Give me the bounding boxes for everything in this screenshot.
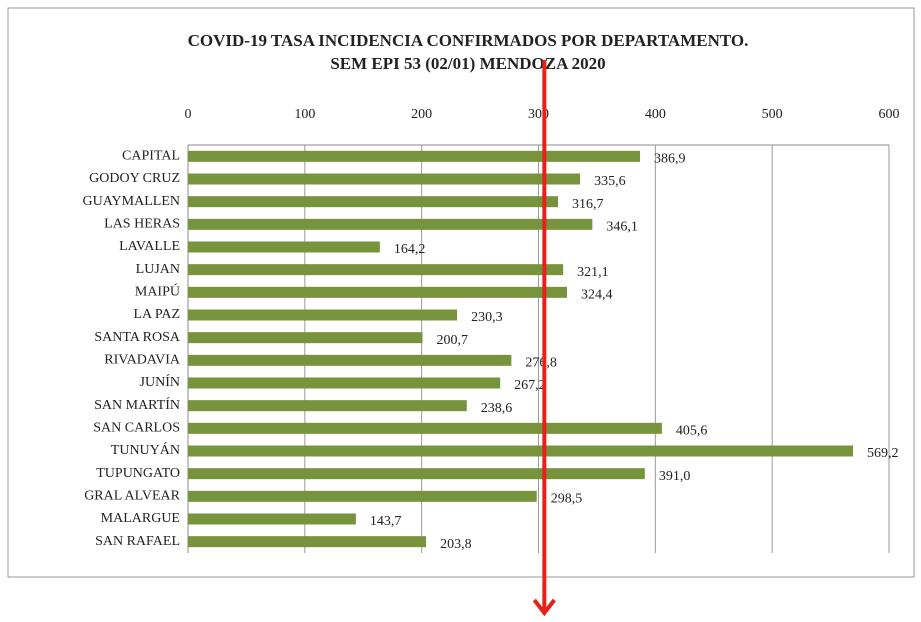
value-label: 230,3 <box>471 310 503 325</box>
value-label: 391,0 <box>659 469 691 484</box>
bar <box>188 196 559 208</box>
value-label: 405,6 <box>676 424 708 439</box>
value-label: 321,1 <box>577 265 609 280</box>
chart-title: COVID-19 TASA INCIDENCIA CONFIRMADOS POR… <box>188 31 749 50</box>
bar <box>188 264 564 276</box>
value-label: 200,7 <box>436 333 468 348</box>
value-label: 238,6 <box>481 401 513 416</box>
x-tick-label: 200 <box>411 107 432 122</box>
value-label: 203,8 <box>440 537 472 552</box>
bar <box>188 309 458 321</box>
x-tick-label: 600 <box>879 107 900 122</box>
bar <box>188 241 380 253</box>
y-tick-label: TUNUYÁN <box>111 441 180 458</box>
y-tick-label: LUJAN <box>136 262 180 277</box>
value-label: 324,4 <box>581 288 613 303</box>
bar <box>188 150 641 162</box>
y-tick-label: SANTA ROSA <box>94 330 181 345</box>
bar <box>188 513 356 525</box>
arrow-head <box>532 598 556 617</box>
bar <box>188 422 662 434</box>
x-tick-label: 0 <box>185 107 192 122</box>
y-tick-label: GUAYMALLEN <box>83 194 180 209</box>
y-tick-label: TUPUNGATO <box>96 466 180 481</box>
bar <box>188 286 568 298</box>
x-tick-label: 100 <box>294 107 315 122</box>
value-label: 316,7 <box>572 197 604 212</box>
y-tick-label: LAS HERAS <box>104 217 180 232</box>
bar <box>188 445 854 457</box>
x-tick-label: 500 <box>762 107 783 122</box>
value-label: 569,2 <box>867 446 899 461</box>
bar <box>188 536 427 548</box>
y-tick-label: SAN MARTÍN <box>94 396 180 413</box>
bar <box>188 490 537 502</box>
y-tick-label: LA PAZ <box>133 307 180 322</box>
value-label: 386,9 <box>654 152 686 167</box>
y-tick-label: JUNÍN <box>140 373 180 390</box>
value-label: 143,7 <box>370 514 402 529</box>
bar <box>188 218 593 230</box>
value-label: 276,8 <box>525 356 557 371</box>
y-tick-label: MAIPÚ <box>135 283 180 300</box>
y-tick-label: SAN CARLOS <box>93 421 180 436</box>
value-label: 335,6 <box>594 174 626 189</box>
bar <box>188 173 581 185</box>
y-tick-label: MALARGUE <box>101 511 180 526</box>
value-label: 267,2 <box>514 378 546 393</box>
bar <box>188 354 512 366</box>
bar <box>188 468 645 480</box>
y-tick-label: SAN RAFAEL <box>95 534 180 549</box>
y-tick-label: RIVADAVIA <box>104 353 181 368</box>
y-tick-label: LAVALLE <box>119 239 180 254</box>
value-label: 346,1 <box>606 220 638 235</box>
bar <box>188 377 501 389</box>
x-tick-label: 400 <box>645 107 666 122</box>
value-label: 298,5 <box>551 492 583 507</box>
value-label: 164,2 <box>394 242 426 257</box>
y-tick-label: GODOY CRUZ <box>89 171 180 186</box>
bar <box>188 332 423 344</box>
y-tick-label: CAPITAL <box>122 149 180 164</box>
chart-subtitle: SEM EPI 53 (02/01) MENDOZA 2020 <box>330 54 605 73</box>
bar <box>188 400 467 412</box>
y-tick-label: GRAL ALVEAR <box>84 489 180 504</box>
